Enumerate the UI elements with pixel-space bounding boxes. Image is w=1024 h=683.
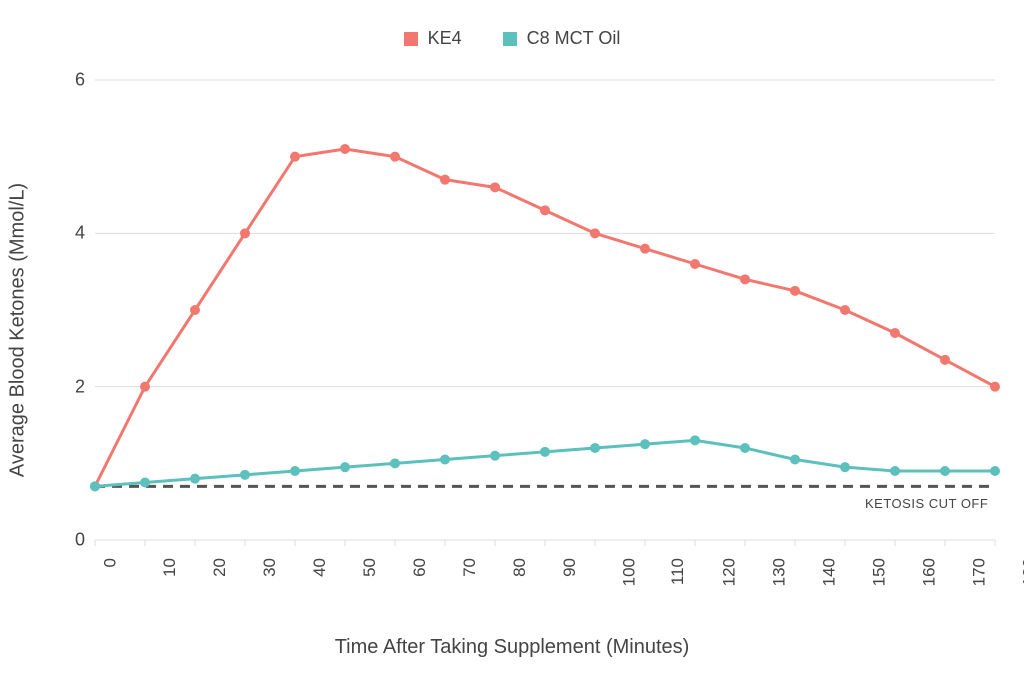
x-tick-label: 150 xyxy=(869,558,889,586)
x-tick-label: 10 xyxy=(160,558,180,577)
legend-item-c8: C8 MCT Oil xyxy=(503,28,621,49)
x-tick-label: 70 xyxy=(460,558,480,577)
x-tick-label: 140 xyxy=(819,558,839,586)
legend-item-ke4: KE4 xyxy=(404,28,462,49)
x-axis-title: Time After Taking Supplement (Minutes) xyxy=(0,636,1024,659)
y-tick-label: 0 xyxy=(45,530,85,551)
legend-swatch-ke4 xyxy=(404,32,418,46)
x-tick-label: 20 xyxy=(210,558,230,577)
x-tick-label: 60 xyxy=(410,558,430,577)
legend-swatch-c8 xyxy=(503,32,517,46)
y-tick-label: 2 xyxy=(45,376,85,397)
x-tick-label: 0 xyxy=(100,558,120,567)
x-tick-label: 90 xyxy=(560,558,580,577)
x-tick-label: 130 xyxy=(769,558,789,586)
x-tick-label: 40 xyxy=(310,558,330,577)
y-tick-label: 4 xyxy=(45,223,85,244)
x-tick-label: 100 xyxy=(619,558,639,586)
x-tick-label: 120 xyxy=(719,558,739,586)
x-tick-label: 50 xyxy=(360,558,380,577)
x-tick-label: 160 xyxy=(919,558,939,586)
legend-label-c8: C8 MCT Oil xyxy=(527,28,621,49)
legend: KE4 C8 MCT Oil xyxy=(0,28,1024,51)
legend-label-ke4: KE4 xyxy=(428,28,462,49)
ketosis-cutoff-label: KETOSIS CUT OFF xyxy=(865,496,988,511)
x-tick-label: 110 xyxy=(668,558,688,585)
y-axis-title: Average Blood Ketones (Mmol/L) xyxy=(7,183,30,477)
x-tick-label: 180 xyxy=(1019,558,1024,586)
ketones-line-chart: KE4 C8 MCT Oil Average Blood Ketones (Mm… xyxy=(0,0,1024,683)
x-tick-label: 80 xyxy=(510,558,530,577)
x-tick-label: 30 xyxy=(260,558,280,577)
x-tick-label: 170 xyxy=(969,558,989,586)
y-tick-label: 6 xyxy=(45,70,85,91)
